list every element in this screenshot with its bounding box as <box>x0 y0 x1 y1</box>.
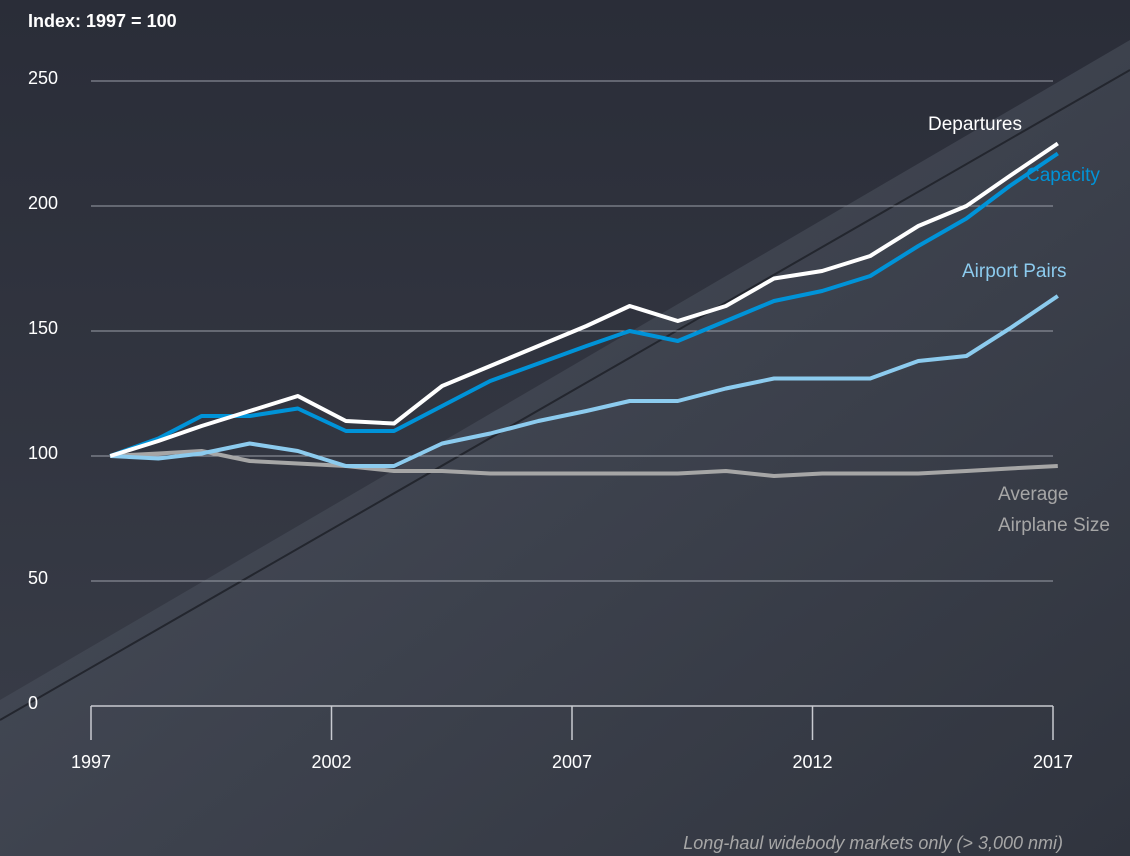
airplane-edge <box>0 69 1130 721</box>
y-tick-label: 150 <box>28 318 58 338</box>
series-label: Average Airplane Size <box>998 484 1110 536</box>
y-tick-label: 200 <box>28 193 58 213</box>
series-line <box>110 449 1058 478</box>
y-tick-label: 0 <box>28 693 38 713</box>
series-line <box>109 151 1059 458</box>
series-label: Departures <box>928 114 1022 135</box>
x-tick-label: 2012 <box>792 752 832 772</box>
x-tick-label: 2002 <box>311 752 351 772</box>
footnote: Long-haul widebody markets only (> 3,000… <box>683 833 1063 853</box>
series-label: Airport Pairs <box>962 261 1067 282</box>
y-axis-label: Index: 1997 = 100 <box>28 11 177 31</box>
series-line <box>110 294 1059 468</box>
series-line <box>109 141 1059 458</box>
airplane-silhouette <box>0 40 1130 856</box>
x-tick-label: 2007 <box>552 752 592 772</box>
y-tick-label: 100 <box>28 443 58 463</box>
y-tick-label: 250 <box>28 68 58 88</box>
x-tick-label: 2017 <box>1033 752 1073 772</box>
y-tick-label: 50 <box>28 568 48 588</box>
series-label: Capacity <box>1026 165 1100 186</box>
x-tick-label: 1997 <box>71 752 111 772</box>
